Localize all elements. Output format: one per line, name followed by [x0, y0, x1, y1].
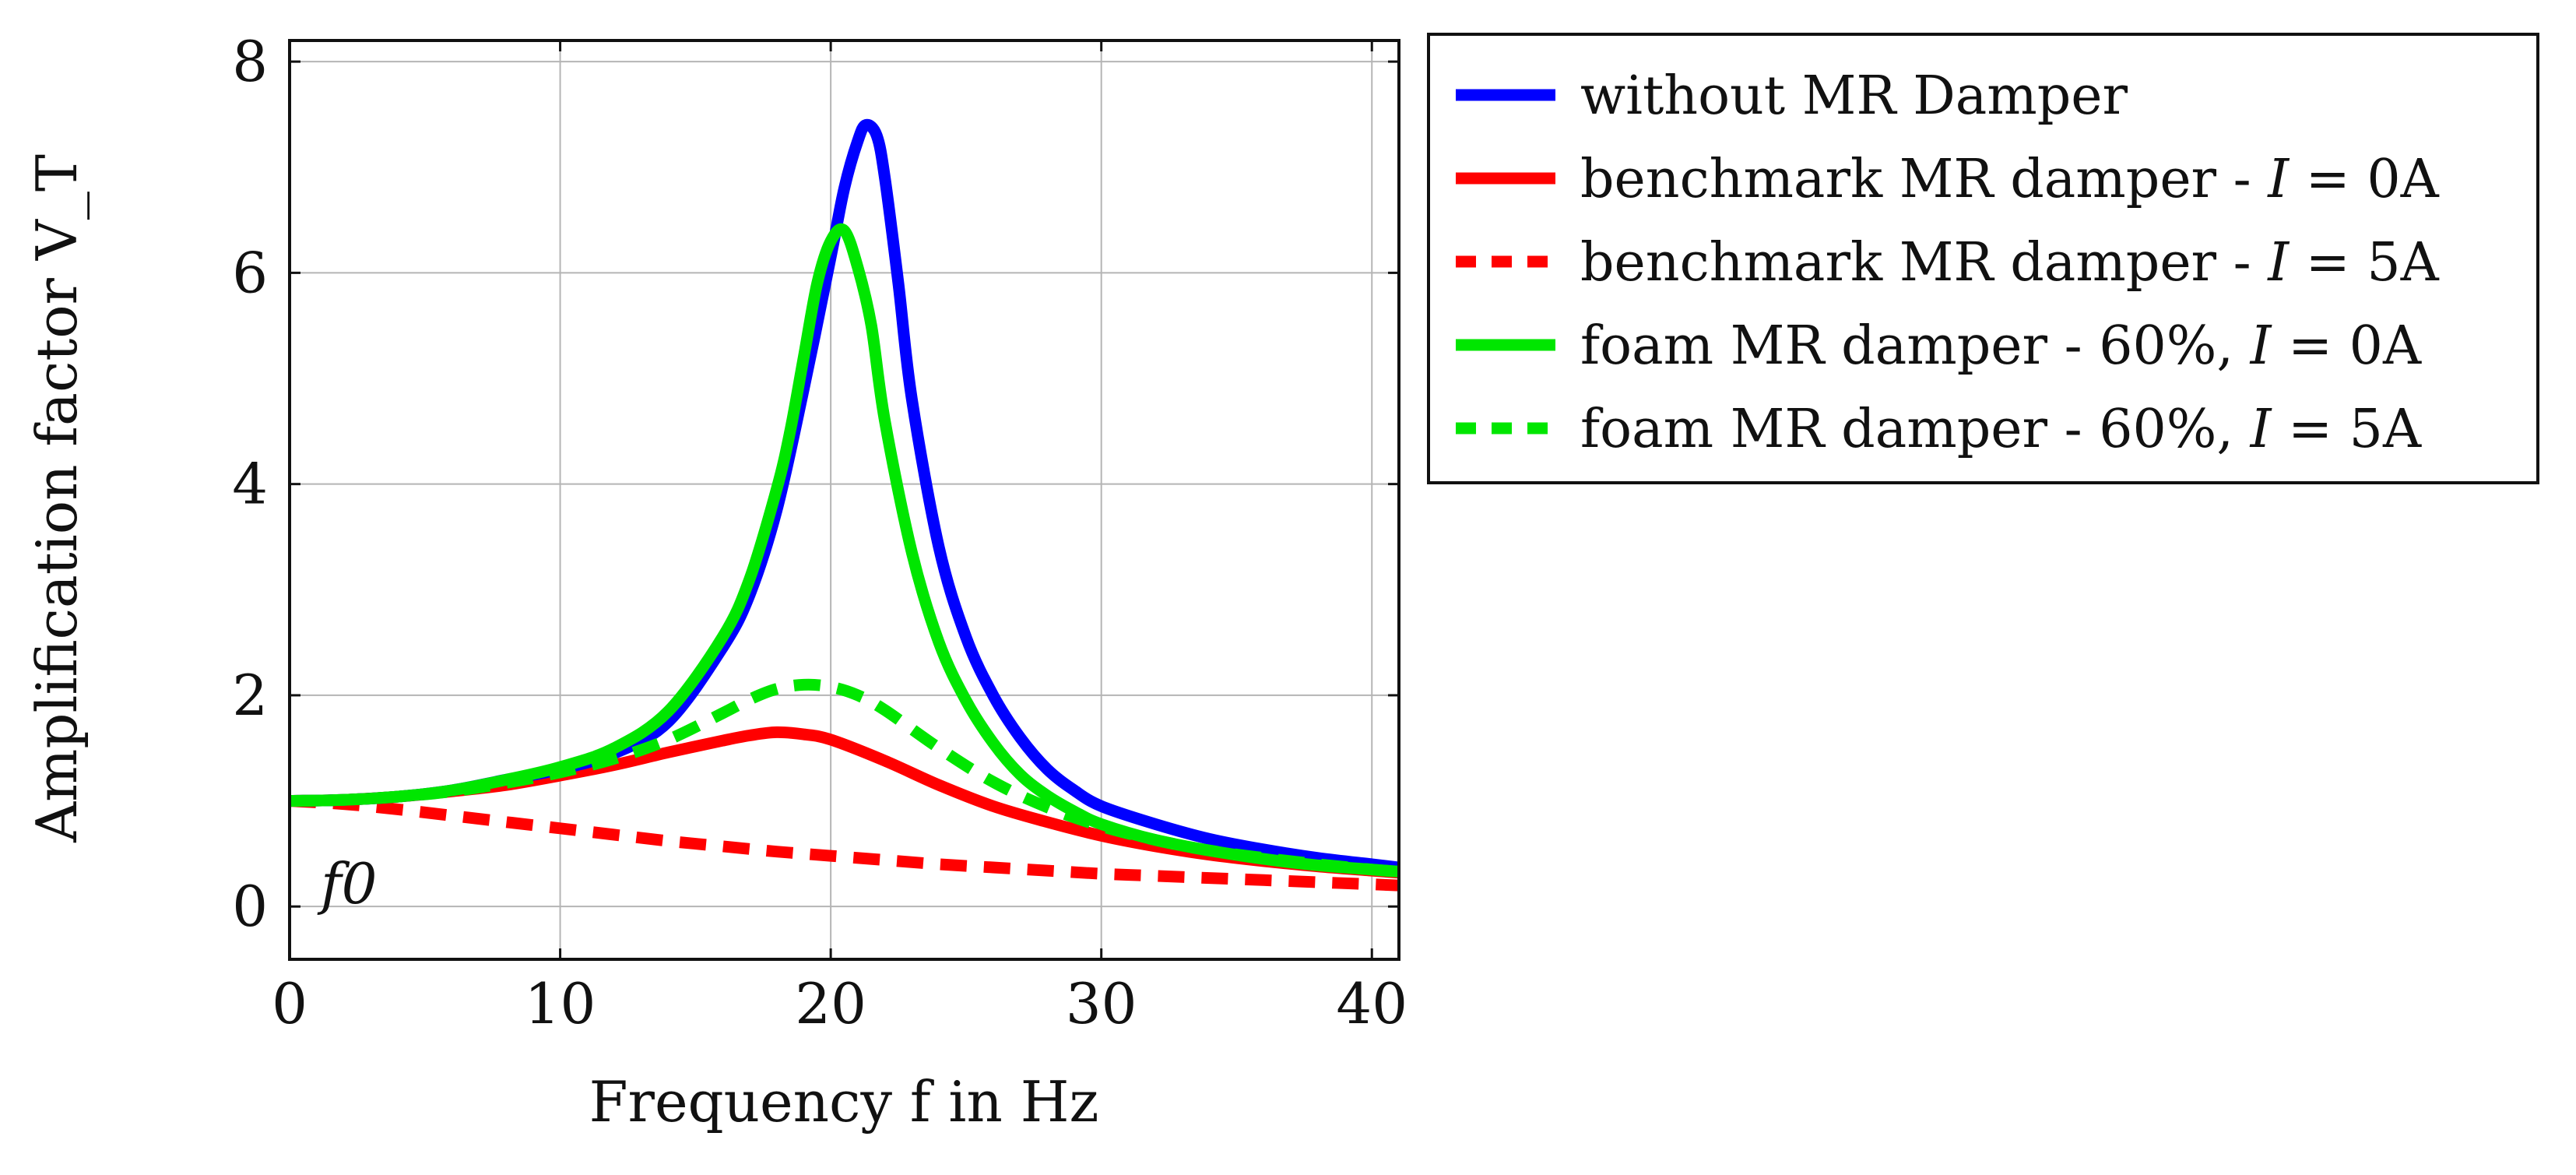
y-tick-label-1: 2 [232, 663, 268, 728]
legend-label-0: without MR Damper [1580, 65, 2128, 127]
x-tick-label-2: 20 [795, 971, 866, 1036]
grid-lines [289, 40, 1399, 959]
legend-label-2: benchmark MR damper - I = 5A [1580, 232, 2440, 294]
legend: without MR Damper benchmark MR damper - I… [1456, 65, 2440, 460]
series-group [290, 118, 1399, 892]
legend-label-3: foam MR damper - 60%, I = 0A [1580, 315, 2422, 377]
y-tick-label-0: 0 [232, 874, 268, 939]
x-tick-label-4: 40 [1336, 971, 1407, 1036]
tick-labels: 0 10 20 30 40 0 2 4 6 8 [232, 29, 1407, 1036]
y-tick-label-2: 4 [232, 452, 268, 517]
x-tick-label-3: 30 [1066, 971, 1137, 1036]
annotation-f0: f0 [317, 851, 377, 916]
x-tick-label-1: 10 [525, 971, 596, 1036]
legend-label-1: benchmark MR damper - I = 0A [1580, 149, 2440, 210]
x-tick-label-0: 0 [272, 971, 308, 1036]
series-line-2 [290, 795, 1399, 892]
y-axis-title: Amplification factor V_T [24, 154, 90, 843]
y-tick-label-4: 8 [232, 29, 268, 94]
legend-label-4: foam MR damper - 60%, I = 5A [1580, 399, 2422, 460]
x-axis-title: Frequency f in Hz [589, 1069, 1099, 1135]
legend-frame [1427, 33, 2539, 484]
plot-frame [288, 39, 1400, 961]
series-line-3 [290, 223, 1399, 878]
y-tick-label-3: 6 [232, 240, 268, 305]
